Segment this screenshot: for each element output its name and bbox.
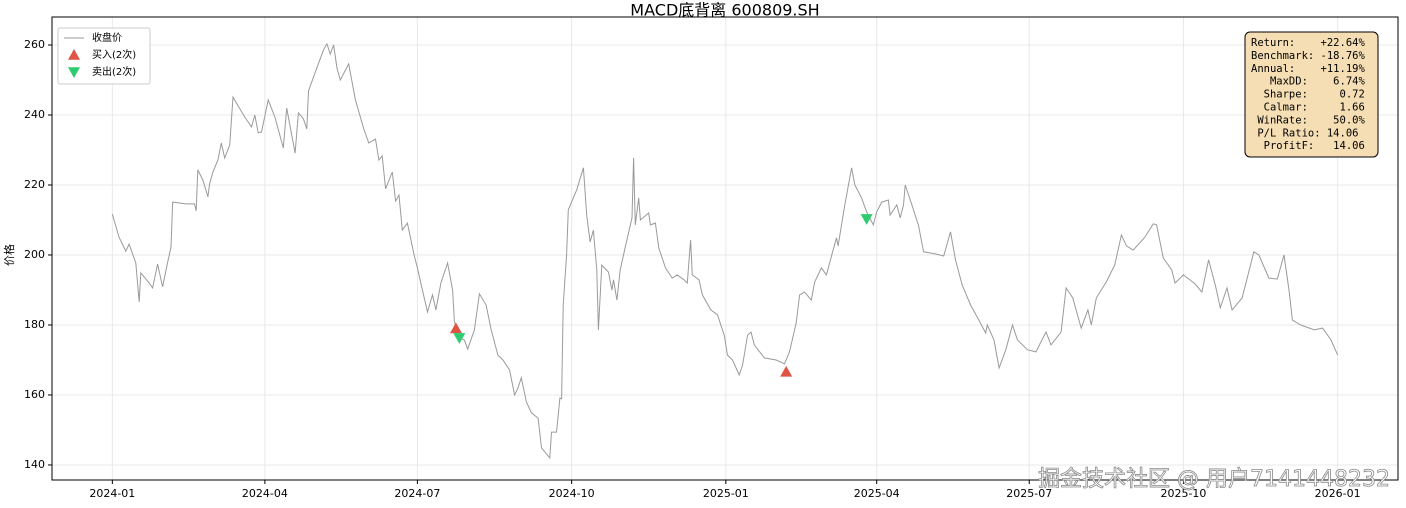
x-tick-label: 2026-01 (1315, 487, 1361, 500)
x-tick-label: 2024-07 (394, 487, 440, 500)
chart-title: MACD底背离 600809.SH (630, 1, 819, 20)
stats-line: Calmar: 1.66 (1251, 102, 1365, 114)
stats-line: WinRate: 50.0% (1251, 114, 1365, 126)
legend-label: 卖出(2次) (92, 65, 136, 78)
y-tick-label: 260 (24, 38, 45, 51)
y-tick-label: 180 (24, 318, 45, 331)
x-tick-label: 2024-10 (549, 487, 595, 500)
y-axis-label: 价格 (2, 244, 16, 266)
y-tick-label: 160 (24, 388, 45, 401)
plot-frame (51, 16, 1399, 481)
x-tick-label: 2025-01 (703, 487, 749, 500)
x-tick-label: 2025-10 (1160, 487, 1206, 500)
legend-label: 收盘价 (92, 31, 122, 44)
stats-line: Annual: +11.19% (1251, 63, 1365, 75)
stats-line: ProfitF: 14.06 (1251, 140, 1365, 152)
trade-marker (780, 365, 793, 377)
stats-box (1244, 31, 1379, 158)
stats-line: Benchmark: -18.76% (1251, 50, 1365, 62)
x-tick-label: 2024-04 (242, 487, 288, 500)
legend-swatch (68, 49, 80, 60)
trade-marker (449, 322, 462, 334)
x-tick-label: 2025-04 (854, 487, 900, 500)
stats-line: P/L Ratio: 14.06 (1251, 127, 1358, 139)
trade-marker (860, 214, 873, 225)
x-tick-label: 2025-07 (1006, 487, 1052, 500)
legend-swatch (68, 67, 80, 78)
y-tick-label: 240 (24, 108, 45, 121)
legend-box (57, 27, 151, 85)
y-tick-label: 200 (24, 248, 45, 261)
watermark: 掘金技术社区 @ 用户7141448232 (1038, 467, 1390, 492)
y-tick-label: 140 (24, 458, 45, 471)
y-tick-label: 220 (24, 178, 45, 191)
x-tick-label: 2024-01 (89, 487, 135, 500)
stats-line: Sharpe: 0.72 (1251, 89, 1365, 101)
trade-marker (453, 333, 466, 344)
legend-label: 买入(2次) (92, 48, 136, 61)
stats-line: MaxDD: 6.74% (1251, 76, 1365, 88)
price-line (111, 42, 1339, 460)
stats-line: Return: +22.64% (1251, 37, 1365, 49)
